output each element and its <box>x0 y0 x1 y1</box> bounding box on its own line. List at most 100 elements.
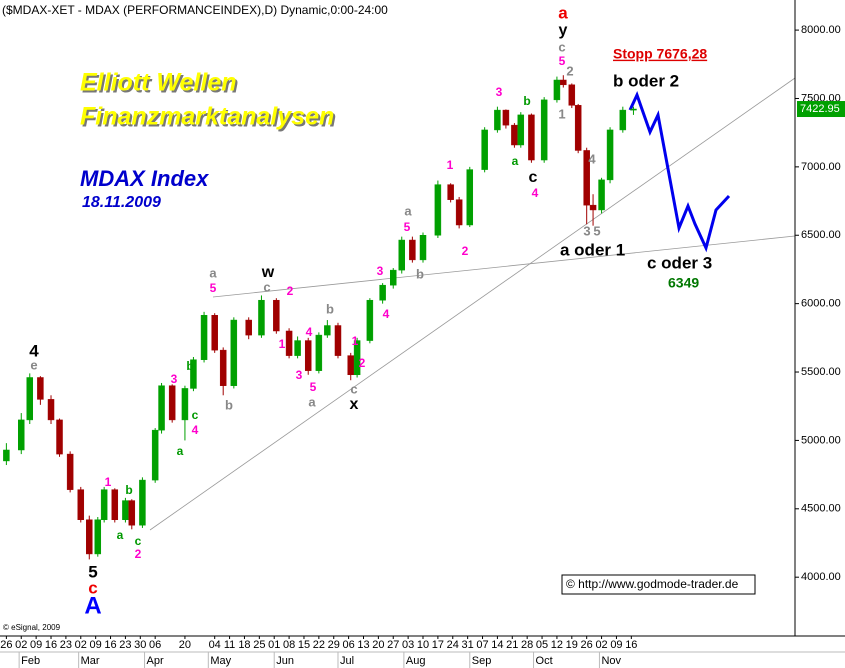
candle-body <box>18 419 25 451</box>
candle-body <box>86 519 93 555</box>
last-price-label: 7422.95 <box>800 103 840 115</box>
candle-body <box>128 500 136 526</box>
x-tick-label: 26 <box>0 639 12 651</box>
month-label: Apr <box>147 655 164 667</box>
candle-body <box>315 334 323 371</box>
candle-body <box>398 239 406 271</box>
x-tick-label: 13 <box>357 639 369 651</box>
wave-label: 4 <box>532 186 539 200</box>
x-tick-label: 03 <box>402 639 414 651</box>
candle-body <box>219 349 227 386</box>
wave-label: 5 <box>310 380 317 394</box>
month-label: Mar <box>81 655 100 667</box>
x-tick-label: 19 <box>566 639 578 651</box>
x-tick-label: 06 <box>149 639 161 651</box>
y-tick-label: 5000.00 <box>801 434 841 446</box>
wave-label: b <box>125 483 132 497</box>
source-box <box>561 574 756 595</box>
candle-body <box>168 385 176 421</box>
candle-body <box>258 299 265 336</box>
projection-path <box>628 91 731 253</box>
wave-label: c <box>88 578 97 597</box>
wave-label: 1 <box>447 158 454 172</box>
candle-body <box>347 355 354 376</box>
candle-body <box>230 319 238 386</box>
candle-body <box>100 489 108 520</box>
candle-body <box>466 169 474 226</box>
candle-body <box>598 179 605 211</box>
wave-label: 1 <box>105 475 112 489</box>
wave-label: 5 <box>210 281 217 295</box>
wave-label: 4 <box>306 325 313 339</box>
wave-label: 3 <box>377 264 384 278</box>
candle-body <box>434 184 442 236</box>
candle-body <box>511 124 518 146</box>
candle-body <box>455 199 463 226</box>
candle-body <box>245 319 252 336</box>
month-label: Jul <box>340 655 354 667</box>
stop-label: Stopp 7676,28 <box>613 46 707 62</box>
candle-body <box>273 299 280 332</box>
month-label: Jun <box>276 655 294 667</box>
x-tick-label: 01 <box>268 639 280 651</box>
candle-body <box>553 79 561 101</box>
candle-body <box>37 377 44 400</box>
wave-label: 4 <box>192 423 199 437</box>
wave-label: 3 <box>171 372 178 386</box>
month-label: Sep <box>472 655 492 667</box>
wave-label: 5 <box>88 562 97 581</box>
wave-label: 2 <box>566 63 573 78</box>
watermark-title: Finanzmarktanalysen <box>80 103 334 131</box>
y-tick-label: 4000.00 <box>801 571 841 583</box>
wave-label: b <box>326 301 334 316</box>
month-label: Nov <box>601 655 621 667</box>
x-tick-label: 11 <box>224 639 235 651</box>
candle-body <box>324 325 331 336</box>
wave-label: 3 <box>496 85 503 99</box>
x-tick-label: 27 <box>387 639 399 651</box>
plot-area <box>3 75 796 560</box>
y-tick-label: 4500.00 <box>801 503 841 515</box>
wave-label: c <box>135 534 142 548</box>
copyright: © eSignal, 2009 <box>3 623 61 632</box>
wave-label: 4 <box>383 307 390 321</box>
month-label: Aug <box>406 655 426 667</box>
wave-label: c <box>558 39 565 54</box>
trend-line <box>212 235 796 298</box>
x-tick-label: 16 <box>625 639 637 651</box>
wave-label: 5 <box>593 223 600 238</box>
x-tick-label: 09 <box>30 639 42 651</box>
wave-label: A <box>84 592 101 619</box>
y-tick-label: 6000.00 <box>801 298 841 310</box>
x-tick-label: 06 <box>342 639 354 651</box>
x-tick-label: 15 <box>298 639 310 651</box>
candle-body <box>285 330 293 356</box>
wave-target-label: a oder 1 <box>560 240 625 259</box>
month-label: Oct <box>536 655 553 667</box>
candle-body <box>366 299 374 341</box>
wave-label: a <box>558 3 568 22</box>
candle-body <box>26 377 34 421</box>
candle-body <box>3 449 10 462</box>
y-tick-label: 6500.00 <box>801 229 841 241</box>
month-label: Feb <box>21 655 40 667</box>
y-tick-label: 5500.00 <box>801 366 841 378</box>
x-tick-label: 25 <box>253 639 265 651</box>
candle-body <box>583 150 590 206</box>
candle-body <box>190 359 197 389</box>
wave-label: a <box>177 444 184 458</box>
x-tick-label: 02 <box>75 639 87 651</box>
candle-body <box>77 489 85 520</box>
target-value: 6349 <box>668 275 699 291</box>
x-tick-label: 22 <box>313 639 325 651</box>
candle-body <box>66 453 74 490</box>
wave-label: a <box>512 154 519 168</box>
watermark-title: Elliott Wellen <box>80 69 237 97</box>
x-tick-label: 30 <box>134 639 146 651</box>
candle-body <box>158 385 165 431</box>
x-tick-label: 07 <box>476 639 488 651</box>
candle-body <box>181 388 189 421</box>
candle-body <box>334 325 342 356</box>
x-tick-label: 24 <box>447 639 459 651</box>
